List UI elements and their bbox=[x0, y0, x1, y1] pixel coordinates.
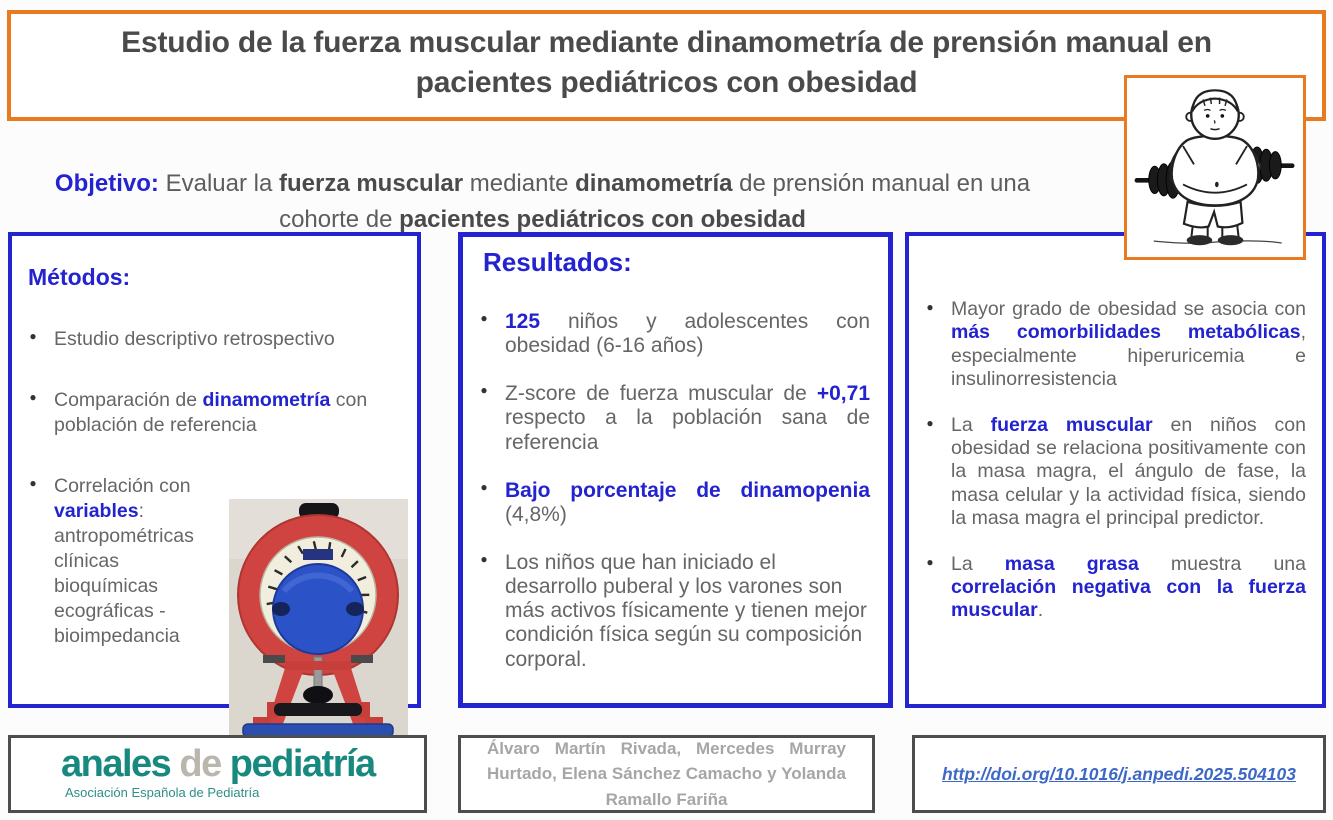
text-segment: . bbox=[1037, 599, 1044, 622]
bullet-text: Los niños que han iniciado el desarrollo… bbox=[505, 551, 870, 672]
results-heading: Resultados: bbox=[483, 247, 632, 277]
bullet-text: Z-score de fuerza muscular de +0,71 resp… bbox=[505, 382, 870, 454]
list-item: ● Comparación de dinamometría con poblaci… bbox=[12, 388, 417, 438]
bullet-text: La fuerza muscular en niños con obesidad… bbox=[951, 414, 1306, 531]
text-segment: +0,71 bbox=[816, 382, 870, 406]
anales-de-pediatria-logo: anales de pediatría Asociación Española … bbox=[61, 745, 424, 799]
text-segment: Correlación con bbox=[54, 474, 191, 497]
bullet-icon: ● bbox=[926, 415, 934, 430]
bullet-icon: ● bbox=[29, 389, 37, 404]
methods-list-variables: ● Correlación con variables: antropométri… bbox=[12, 474, 229, 685]
bullet-icon: ● bbox=[29, 329, 37, 343]
methods-heading: Métodos: bbox=[28, 264, 131, 290]
journal-word-de: de bbox=[179, 743, 222, 785]
hand-grip-dynamometer-photo bbox=[229, 498, 408, 744]
journal-box: anales de pediatría Asociación Española … bbox=[8, 735, 427, 813]
bullet-icon: ● bbox=[926, 554, 934, 569]
illustration-box bbox=[1124, 75, 1306, 260]
text-segment: Los niños que han iniciado el desarrollo… bbox=[505, 550, 867, 671]
text-segment: fuerza muscular bbox=[990, 413, 1153, 436]
journal-name: anales de pediatría bbox=[61, 745, 424, 783]
text-segment: (4,8%) bbox=[505, 502, 567, 526]
text-segment: Objetivo: bbox=[54, 170, 166, 197]
list-item: ● Estudio descriptivo retrospectivo bbox=[12, 327, 417, 352]
text-segment: masa grasa bbox=[1004, 552, 1139, 575]
bullet-icon: ● bbox=[480, 311, 488, 325]
text-segment: Comparación de bbox=[54, 388, 203, 411]
text-segment: de prensión manual en una cohorte de bbox=[279, 170, 1031, 233]
text-segment: La bbox=[951, 413, 991, 436]
poster-title: Estudio de la fuerza muscular mediante d… bbox=[121, 26, 1212, 99]
methods-list: ● Estudio descriptivo retrospectivo ● Compa… bbox=[12, 327, 417, 438]
text-segment: Z-score de fuerza muscular de bbox=[505, 382, 817, 406]
text-segment: Mayor grado de obesidad se asocia con bbox=[951, 298, 1306, 320]
text-segment: con población de referencia bbox=[54, 388, 368, 436]
text-segment: pacientes pediátricos con obesidad bbox=[399, 205, 806, 233]
text-segment: Estudio descriptivo retrospectivo bbox=[54, 328, 335, 350]
conclusions-list: ● Mayor grado de obesidad se asocia con m… bbox=[909, 298, 1322, 623]
text-segment: dinamometría bbox=[202, 388, 331, 411]
bullet-text: Bajo porcentaje de dinamopenia (4,8%) bbox=[505, 479, 870, 527]
list-item: ● Bajo porcentaje de dinamopenia (4,8%) bbox=[463, 479, 888, 527]
objective-text: Objetivo: Evaluar la fuerza muscular med… bbox=[40, 166, 1045, 237]
journal-subtitle: Asociación Española de Pediatría bbox=[65, 785, 260, 800]
text-segment: muestra una bbox=[1138, 552, 1306, 575]
obese-boy-with-dumbbells-illustration bbox=[1134, 88, 1295, 245]
bullet-icon: ● bbox=[926, 300, 934, 314]
text-segment: correlación negativa con la fuerza muscu… bbox=[951, 575, 1306, 622]
bullet-text: 125 niños y adolescentes con obesidad (6… bbox=[505, 310, 870, 358]
text-segment: mediante bbox=[463, 170, 576, 197]
list-item: ● Correlación con variables: antropométri… bbox=[12, 474, 229, 649]
bullet-text: Mayor grado de obesidad se asocia con má… bbox=[951, 298, 1306, 392]
bullet-text: Estudio descriptivo retrospectivo bbox=[54, 327, 403, 352]
journal-word-pediatria: pediatría bbox=[229, 743, 376, 785]
title-box: Estudio de la fuerza muscular mediante d… bbox=[7, 10, 1326, 121]
text-segment: : antropométricas clínicas bioquímicas e… bbox=[54, 499, 194, 647]
text-segment: , especialmente hiperuricemia e insulino… bbox=[951, 321, 1306, 391]
methods-panel: Métodos: ● Estudio descriptivo retrospect… bbox=[8, 232, 421, 744]
bullet-icon: ● bbox=[480, 551, 488, 566]
text-segment: niños y adolescentes con obesidad (6-16 … bbox=[505, 310, 870, 358]
bullet-icon: ● bbox=[480, 383, 488, 398]
text-segment: en niños con obesidad se relaciona posit… bbox=[951, 413, 1306, 530]
text-segment: La bbox=[951, 552, 1005, 575]
bullet-text: La masa grasa muestra una correlación ne… bbox=[951, 553, 1306, 623]
results-panel: Resultados: ● 125 niños y adolescentes co… bbox=[458, 232, 893, 708]
list-item: ● Mayor grado de obesidad se asocia con m… bbox=[909, 298, 1322, 392]
bullet-icon: ● bbox=[29, 475, 37, 490]
conclusions-panel: ● Mayor grado de obesidad se asocia con m… bbox=[905, 232, 1326, 708]
doi-link[interactable]: http://doi.org/10.1016/j.anpedi.2025.504… bbox=[941, 763, 1297, 784]
text-segment: dinamometría bbox=[575, 170, 733, 197]
list-item: ● La fuerza muscular en niños con obesida… bbox=[909, 414, 1322, 531]
text-segment: Bajo porcentaje de dinamopenia bbox=[505, 478, 870, 502]
authors-text: Álvaro Martín Rivada, Mercedes Murray Hu… bbox=[487, 738, 846, 809]
results-list: ● 125 niños y adolescentes con obesidad (… bbox=[463, 310, 888, 672]
text-segment: Evaluar la bbox=[165, 170, 279, 197]
bullet-icon: ● bbox=[480, 479, 488, 494]
methods-row: ● Correlación con variables: antropométri… bbox=[12, 474, 417, 744]
list-item: ● 125 niños y adolescentes con obesidad (… bbox=[463, 310, 888, 358]
bullet-text: Correlación con variables: antropométric… bbox=[54, 474, 215, 649]
doi-box: http://doi.org/10.1016/j.anpedi.2025.504… bbox=[912, 735, 1326, 813]
authors-box: Álvaro Martín Rivada, Mercedes Murray Hu… bbox=[458, 735, 875, 813]
list-item: ● Z-score de fuerza muscular de +0,71 res… bbox=[463, 382, 888, 454]
list-item: ● La masa grasa muestra una correlación n… bbox=[909, 553, 1322, 623]
journal-word-anales: anales bbox=[61, 743, 172, 785]
bullet-text: Comparación de dinamometría con població… bbox=[54, 388, 403, 438]
list-item: ● Los niños que han iniciado el desarroll… bbox=[463, 551, 888, 672]
text-segment: variables bbox=[54, 499, 139, 522]
text-segment: respecto a la población sana de referenc… bbox=[505, 406, 870, 454]
text-segment: 125 bbox=[505, 310, 541, 333]
text-segment: más comorbilidades metabólicas bbox=[951, 321, 1301, 344]
text-segment: fuerza muscular bbox=[278, 170, 464, 197]
